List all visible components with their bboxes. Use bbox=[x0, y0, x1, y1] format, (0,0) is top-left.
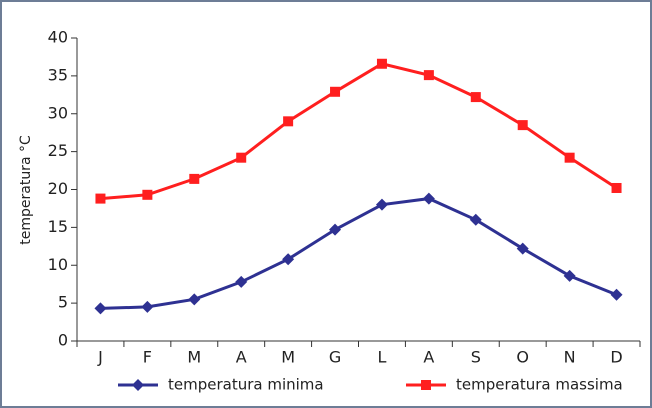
point bbox=[141, 300, 154, 313]
point bbox=[236, 152, 247, 163]
x-tick-label: N bbox=[564, 348, 576, 367]
point bbox=[611, 182, 622, 193]
point bbox=[422, 192, 435, 205]
y-tick-label: 30 bbox=[48, 103, 68, 122]
y-tick-label: 20 bbox=[48, 179, 68, 198]
point bbox=[282, 253, 295, 266]
point bbox=[94, 302, 107, 315]
point bbox=[610, 288, 623, 301]
x-tick-label: D bbox=[610, 348, 622, 367]
x-tick-label: M bbox=[281, 348, 295, 367]
x-tick-label: M bbox=[187, 348, 201, 367]
y-tick-label: 5 bbox=[58, 293, 68, 312]
y-tick-label: 15 bbox=[48, 217, 68, 236]
point bbox=[283, 116, 294, 127]
y-tick-label: 40 bbox=[48, 28, 68, 47]
point bbox=[188, 293, 201, 306]
x-tick-label: F bbox=[143, 348, 152, 367]
point bbox=[142, 189, 153, 200]
point bbox=[470, 92, 481, 103]
point bbox=[95, 193, 106, 204]
y-tick-label: 35 bbox=[48, 65, 68, 84]
point bbox=[423, 70, 434, 81]
point bbox=[563, 269, 576, 282]
point bbox=[469, 213, 482, 226]
point bbox=[132, 379, 144, 391]
x-tick-label: O bbox=[516, 348, 529, 367]
point bbox=[376, 58, 387, 69]
legend-label: temperatura massima bbox=[456, 376, 623, 394]
x-tick-label: J bbox=[97, 348, 103, 367]
series-line bbox=[100, 197, 618, 310]
point bbox=[329, 223, 342, 236]
point bbox=[330, 86, 341, 97]
y-tick-label: 0 bbox=[58, 331, 68, 350]
point bbox=[235, 275, 248, 288]
x-tick-label: S bbox=[471, 348, 481, 367]
x-tick-label: A bbox=[236, 348, 247, 367]
point bbox=[375, 198, 388, 211]
x-tick-label: G bbox=[329, 348, 341, 367]
x-tick-label: L bbox=[377, 348, 386, 367]
point bbox=[421, 380, 431, 390]
legend-label: temperatura minima bbox=[168, 376, 324, 394]
point bbox=[517, 120, 528, 131]
point bbox=[516, 242, 529, 255]
y-tick-label: 25 bbox=[48, 141, 68, 160]
y-axis-label: temperatura °C bbox=[18, 135, 34, 245]
series-line bbox=[100, 62, 618, 201]
x-tick-label: A bbox=[423, 348, 434, 367]
y-tick-label: 10 bbox=[48, 255, 68, 274]
point bbox=[564, 152, 575, 163]
point bbox=[189, 173, 200, 184]
